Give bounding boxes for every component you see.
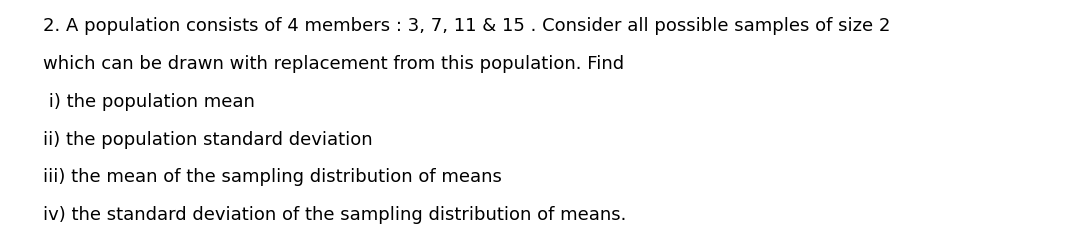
Text: which can be drawn with replacement from this population. Find: which can be drawn with replacement from… xyxy=(43,55,624,73)
Text: i) the population mean: i) the population mean xyxy=(43,93,255,111)
Text: iv) the standard deviation of the sampling distribution of means.: iv) the standard deviation of the sampli… xyxy=(43,206,626,224)
Text: 2. A population consists of 4 members : 3, 7, 11 & 15 . Consider all possible sa: 2. A population consists of 4 members : … xyxy=(43,17,891,35)
Text: ii) the population standard deviation: ii) the population standard deviation xyxy=(43,131,373,149)
Text: iii) the mean of the sampling distribution of means: iii) the mean of the sampling distributi… xyxy=(43,168,502,186)
